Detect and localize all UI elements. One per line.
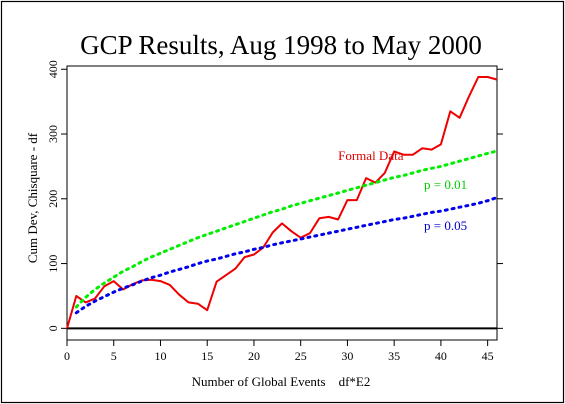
chart-title: GCP Results, Aug 1998 to May 2000	[80, 30, 482, 60]
x-tick-label: 45	[482, 349, 494, 363]
y-axis: 0 100 200 300 400	[46, 60, 503, 331]
x-axis: 0 5 10 15 20 25 30 35 40 45	[64, 340, 494, 363]
annotation-label: p = 0.05	[424, 218, 467, 233]
x-tick-label: 15	[201, 349, 213, 363]
x-tick-label: 30	[341, 349, 353, 363]
x-tick-label: 40	[435, 349, 447, 363]
y-tick-label: 300	[46, 125, 60, 143]
x-tick-label: 10	[154, 349, 166, 363]
series-line-1	[74, 149, 499, 309]
x-tick-label: 5	[111, 349, 117, 363]
annotation-label: Formal Data	[338, 148, 404, 163]
series-line-2	[74, 196, 499, 315]
x-axis-label: Number of Global Events df*E2	[192, 374, 371, 389]
y-axis-label: Cum Dev, Chisquare - df	[25, 132, 40, 263]
y-tick-label: 100	[46, 255, 60, 273]
y-tick-label: 0	[46, 325, 60, 331]
series-layer	[66, 76, 499, 329]
annotation-label: p = 0.01	[424, 177, 467, 192]
y-tick-label: 400	[46, 60, 60, 78]
x-tick-label: 35	[388, 349, 400, 363]
annotation-layer: Formal Data p = 0.01 p = 0.05	[338, 148, 467, 233]
x-tick-label: 20	[248, 349, 260, 363]
plot-frame	[66, 65, 498, 341]
y-tick-label: 200	[46, 190, 60, 208]
x-tick-label: 25	[295, 349, 307, 363]
x-tick-label: 0	[64, 349, 70, 363]
